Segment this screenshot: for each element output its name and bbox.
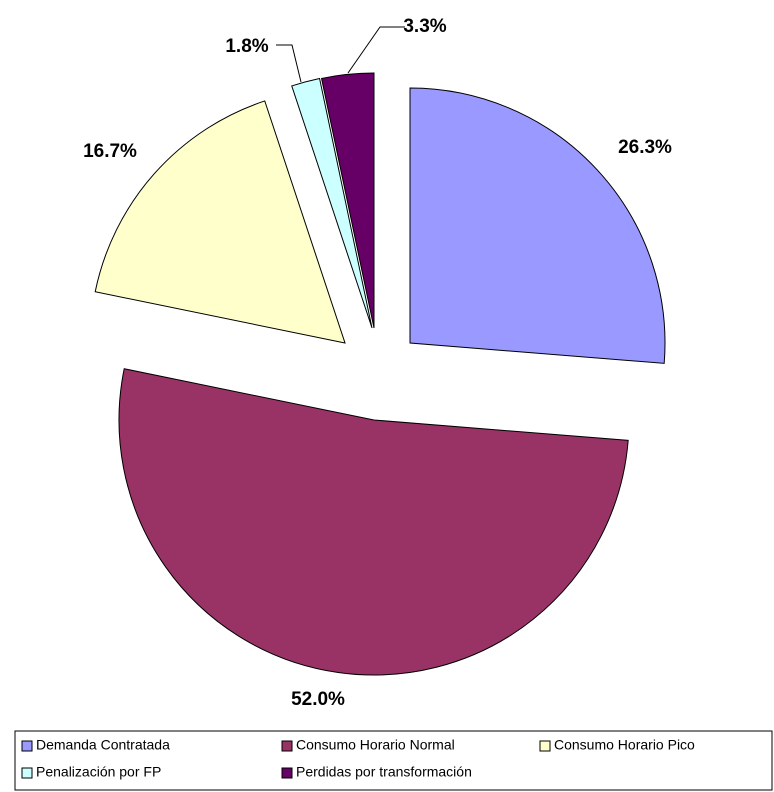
pie-slice xyxy=(94,100,346,344)
legend-swatch xyxy=(21,767,33,779)
legend-swatch xyxy=(281,740,293,752)
pie-slice xyxy=(409,87,666,364)
legend-label: Demanda Contratada xyxy=(36,737,170,753)
legend-label: Perdidas por transformación xyxy=(296,764,472,780)
leader-line xyxy=(347,26,405,74)
legend-swatch xyxy=(281,767,293,779)
leader-line xyxy=(276,44,302,83)
value-label: 16.7% xyxy=(83,141,137,162)
legend-label: Penalización por FP xyxy=(36,764,161,780)
pie-slice xyxy=(320,72,375,329)
value-label: 3.3% xyxy=(403,16,446,37)
value-label: 1.8% xyxy=(225,36,268,57)
legend-label: Consumo Horario Pico xyxy=(554,737,695,753)
legend-box xyxy=(14,730,773,791)
value-label: 52.0% xyxy=(291,689,345,710)
legend-label: Consumo Horario Normal xyxy=(296,737,455,753)
legend-swatch xyxy=(539,740,551,752)
pie-slice xyxy=(118,368,629,676)
legend-swatch xyxy=(21,740,33,752)
pie-slice xyxy=(291,77,373,329)
value-label: 26.3% xyxy=(618,137,672,158)
